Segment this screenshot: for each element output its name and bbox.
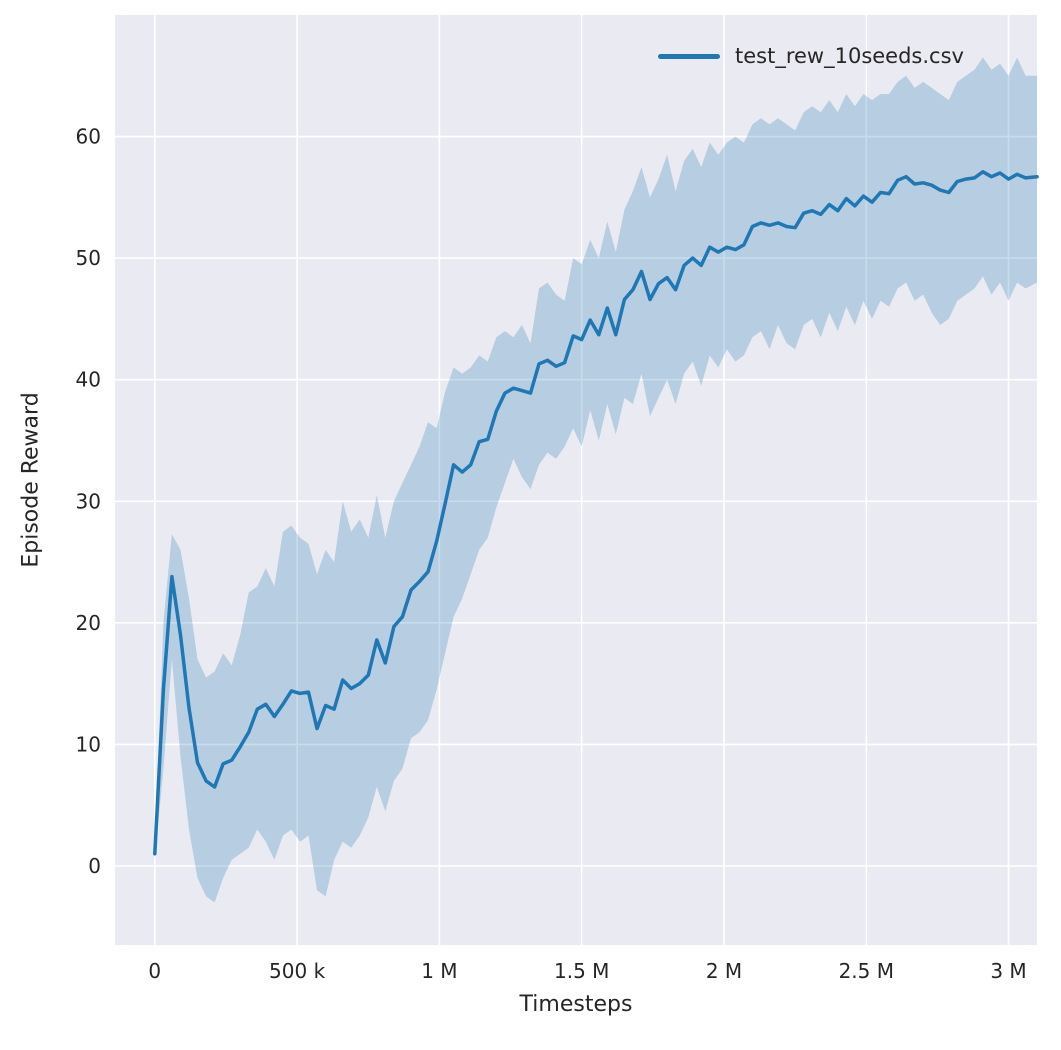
svg-text:50: 50 (76, 246, 101, 270)
svg-text:2 M: 2 M (706, 959, 742, 983)
svg-text:10: 10 (76, 732, 101, 756)
svg-text:20: 20 (76, 611, 101, 635)
plot-area (115, 15, 1037, 945)
y-axis-label: Episode Reward (18, 392, 44, 568)
svg-text:3 M: 3 M (990, 959, 1026, 983)
svg-text:40: 40 (76, 368, 101, 392)
svg-text:0: 0 (148, 959, 161, 983)
grid (115, 15, 1037, 945)
svg-text:1.5 M: 1.5 M (554, 959, 609, 983)
svg-text:500 k: 500 k (269, 959, 326, 983)
confidence-band (154, 57, 1038, 903)
mean-line (153, 170, 1039, 856)
svg-text:60: 60 (76, 125, 101, 149)
legend-line-swatch (658, 53, 720, 59)
x-axis-label: Timesteps (519, 992, 633, 1017)
svg-text:0: 0 (88, 854, 101, 878)
legend: test_rew_10seeds.csv (658, 44, 964, 68)
y-tick-labels: 0 10 20 30 40 50 60 (76, 125, 101, 878)
svg-text:1 M: 1 M (421, 959, 457, 983)
svg-text:30: 30 (76, 489, 101, 513)
x-tick-labels: 0 500 k 1 M 1.5 M 2 M 2.5 M 3 M (148, 959, 1026, 983)
legend-label: test_rew_10seeds.csv (735, 44, 964, 68)
svg-text:2.5 M: 2.5 M (839, 959, 894, 983)
